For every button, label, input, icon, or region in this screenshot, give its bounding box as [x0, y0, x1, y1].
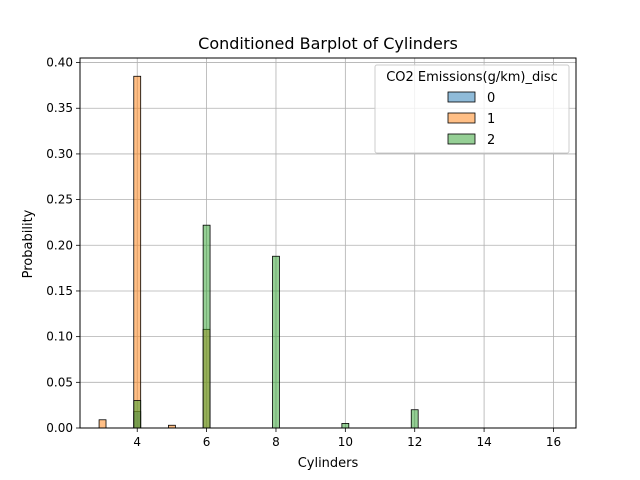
- chart-title: Conditioned Barplot of Cylinders: [198, 34, 458, 53]
- y-tick-label: 0.35: [46, 101, 73, 115]
- legend-swatch-0: [447, 91, 476, 103]
- legend-label-1: 1: [487, 112, 495, 127]
- bar-series-2: [341, 423, 350, 429]
- y-tick-label: 0.15: [46, 284, 73, 298]
- y-tick-label: 0.25: [46, 193, 73, 207]
- legend-label-0: 0: [487, 91, 495, 106]
- y-axis-label: Probability: [21, 209, 36, 278]
- legend: CO2 Emissions(g/km)_disc 0 1 2: [374, 64, 570, 154]
- y-tick-label: 0.00: [46, 421, 73, 435]
- legend-title: CO2 Emissions(g/km)_disc: [386, 70, 558, 85]
- y-tick-label: 0.40: [46, 56, 73, 70]
- bar-series-1: [133, 75, 142, 429]
- legend-swatch-2: [447, 133, 476, 145]
- x-axis-label: Cylinders: [298, 456, 359, 471]
- x-tick-label: 12: [407, 435, 422, 449]
- bar-series-2: [133, 400, 142, 429]
- y-tick-label: 0.30: [46, 147, 73, 161]
- y-tick-label: 0.10: [46, 330, 73, 344]
- plot-frame: [79, 57, 577, 429]
- legend-swatch-1: [447, 112, 476, 124]
- x-tick-label: 16: [546, 435, 561, 449]
- bar-series-1: [98, 419, 107, 429]
- legend-label-2: 2: [487, 133, 495, 148]
- x-tick-label: 4: [133, 435, 141, 449]
- x-tick-label: 14: [476, 435, 491, 449]
- legend-items: 0 1 2: [447, 91, 495, 148]
- legend-box: [374, 64, 570, 154]
- y-tick-label: 0.05: [46, 375, 73, 389]
- y-tick-label: 0.20: [46, 238, 73, 252]
- x-tick-label: 10: [338, 435, 353, 449]
- bar-series-2: [272, 255, 280, 429]
- x-tick-label: 8: [272, 435, 280, 449]
- x-tick-label: 6: [203, 435, 211, 449]
- x-axis: 4 6 8 10 12 14 16: [133, 428, 561, 449]
- y-axis: 0.00 0.05 0.10 0.15 0.20 0.25 0.30 0.35 0.40: [46, 56, 80, 435]
- bar-series-2: [410, 409, 419, 429]
- bar-series-2: [202, 224, 211, 429]
